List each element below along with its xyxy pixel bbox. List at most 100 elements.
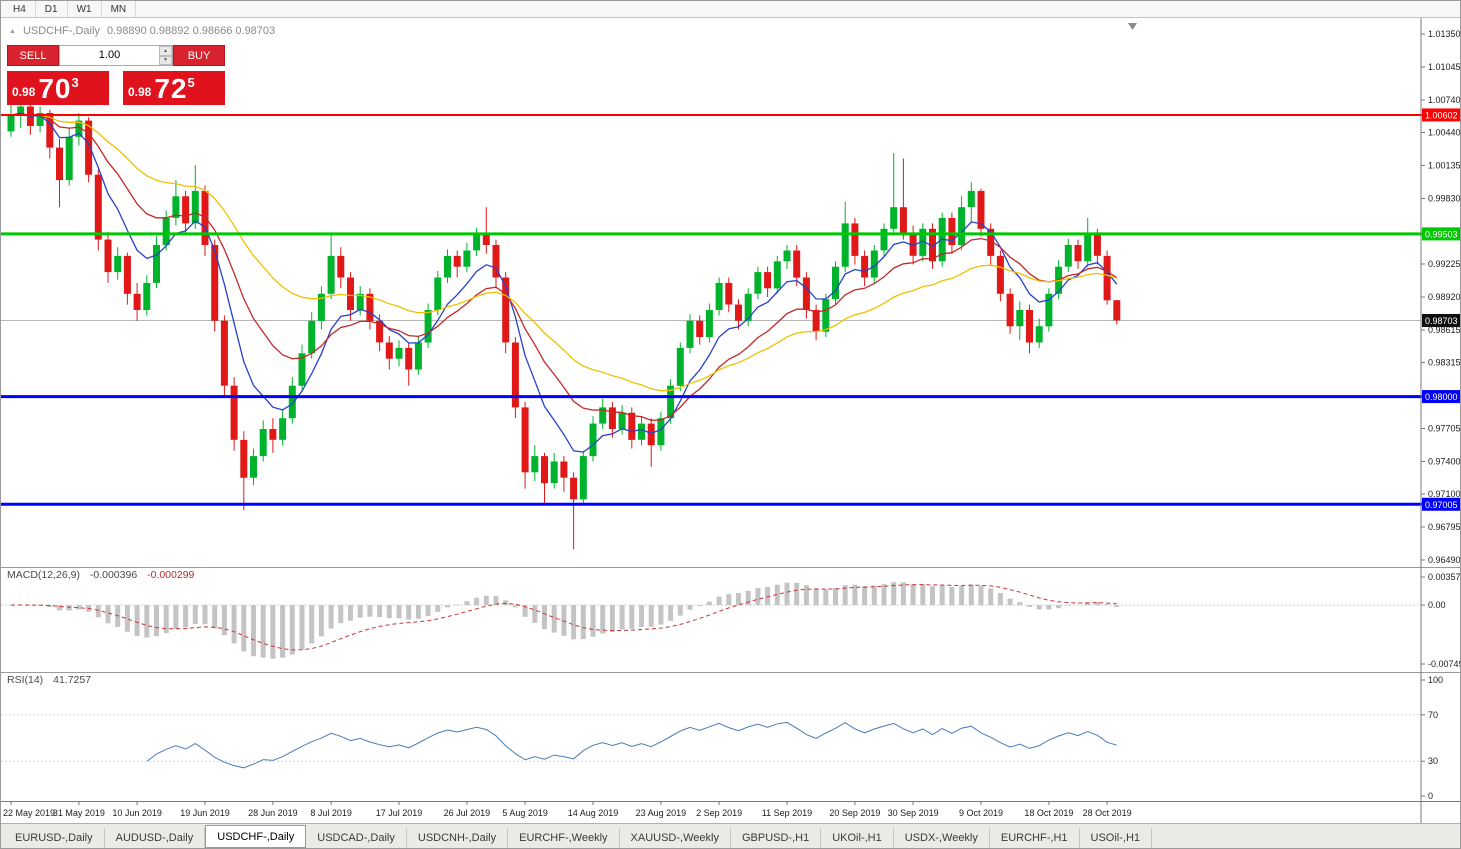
sell-price-pip: 3 [71,75,79,90]
price-axis-labels[interactable]: 1.01350 1.01045 1.00740 1.00440 1.00135 0.998… [1421,29,1461,565]
date-label: 26 Jul 2019 [444,808,491,818]
tab-usdcnh-daily[interactable]: USDCNH-,Daily [407,828,509,848]
date-label: 28 Jun 2019 [248,808,298,818]
macd-main-value: -0.000396 [89,569,138,581]
date-label: 30 Sep 2019 [888,808,939,818]
sell-button[interactable]: SELL [7,45,59,66]
rsi-indicator-pane[interactable]: 100 70 30 0 [1,672,1461,801]
price-badge: 1.00602 [1422,108,1460,122]
macd-indicator-pane[interactable]: 0.003574 0.00 -0.00749 [1,567,1461,672]
chart-shift-marker-icon[interactable] [1128,23,1137,30]
volume-down-button[interactable]: ▼ [159,55,172,65]
rsi-label: RSI(14) 41.7257 [7,674,91,686]
ma-line-slow [10,113,1117,392]
volume-stepper: ▲ ▼ [159,46,172,65]
price-badge: 0.99503 [1422,227,1460,241]
svg-text:0: 0 [1428,791,1433,801]
tab-xauusd-weekly[interactable]: XAUUSD-,Weekly [620,828,731,848]
chart-symbol-label: USDCHF-,Daily [22,25,100,37]
svg-text:0.98615: 0.98615 [1428,325,1461,335]
svg-text:1.00135: 1.00135 [1428,161,1461,171]
volume-up-button[interactable]: ▲ [159,46,172,56]
date-label: 20 Sep 2019 [829,808,880,818]
tab-eurusd-daily[interactable]: EURUSD-,Daily [4,828,105,848]
tab-ukoil-h1[interactable]: UKOil-,H1 [821,828,894,848]
tab-usdx-weekly[interactable]: USDX-,Weekly [894,828,990,848]
price-badge: 0.97005 [1422,497,1460,511]
chart-title: ▲ USDCHF-,Daily 0.98890 0.98892 0.98666 … [9,25,275,37]
date-label: 19 Jun 2019 [180,808,230,818]
buy-price-prefix: 0.98 [128,85,152,99]
one-click-trading-widget: SELL 1.00 ▲ ▼ BUY 0.98 70 3 0.98 72 5 [7,45,225,105]
svg-text:0.98703: 0.98703 [1425,316,1458,326]
tab-gbpusd-h1[interactable]: GBPUSD-,H1 [731,828,822,848]
main-chart-pane[interactable]: 1.01350 1.01045 1.00740 1.00440 1.00135 0.998… [1,18,1461,567]
ma-line-medium [10,113,1118,421]
sell-price-display[interactable]: 0.98 70 3 [7,71,109,105]
svg-text:1.01350: 1.01350 [1428,29,1461,39]
svg-text:0.98000: 0.98000 [1425,392,1458,402]
date-label: 17 Jul 2019 [376,808,423,818]
date-label: 28 Oct 2019 [1083,808,1132,818]
volume-value[interactable]: 1.00 [98,49,121,61]
rsi-name: RSI(14) [7,674,44,686]
tab-audusd-daily[interactable]: AUDUSD-,Daily [105,828,206,848]
date-label: 31 May 2019 [53,808,105,818]
timeframe-w1-button[interactable]: W1 [68,1,102,17]
svg-text:70: 70 [1428,710,1438,720]
macd-signal-value: -0.000299 [147,569,195,581]
candles [7,100,1121,550]
svg-text:0.99830: 0.99830 [1428,194,1461,204]
date-label: 22 May 2019 [3,808,55,818]
buy-price-big: 72 [154,73,188,104]
svg-text:30: 30 [1428,756,1438,766]
buy-button[interactable]: BUY [173,45,225,66]
buy-price-pip: 5 [187,75,195,90]
tab-usoil-h1[interactable]: USOil-,H1 [1080,828,1153,848]
symbol-triangle-icon: ▲ [9,27,16,35]
svg-text:0.96795: 0.96795 [1428,522,1461,532]
chart-tab-bar: EURUSD-,Daily AUDUSD-,Daily USDCHF-,Daily U… [4,825,1153,848]
buy-price-display[interactable]: 0.98 72 5 [123,71,225,105]
svg-text:0.98920: 0.98920 [1428,292,1461,302]
date-label: 11 Sep 2019 [762,808,812,818]
svg-text:0.00: 0.00 [1428,600,1446,610]
tab-eurchf-weekly[interactable]: EURCHF-,Weekly [508,828,620,848]
svg-text:0.96490: 0.96490 [1428,555,1461,565]
tab-usdchf-daily[interactable]: USDCHF-,Daily [205,825,307,848]
sell-price-big: 70 [38,73,72,104]
svg-text:100: 100 [1428,675,1443,685]
price-badge: 0.98000 [1422,390,1460,404]
tab-eurchf-h1[interactable]: EURCHF-,H1 [990,828,1080,848]
svg-text:1.00740: 1.00740 [1428,95,1461,105]
macd-name: MACD(12,26,9) [7,569,80,581]
ma-line-fast [10,112,1118,453]
svg-text:0.97005: 0.97005 [1425,500,1458,510]
svg-text:0.98315: 0.98315 [1428,357,1461,367]
svg-text:0.97400: 0.97400 [1428,457,1461,467]
svg-text:0.97705: 0.97705 [1428,424,1461,434]
price-badge: 0.98703 [1422,313,1460,327]
timeframe-h4-button[interactable]: H4 [4,1,36,17]
date-label: 8 Jul 2019 [310,808,352,818]
timeframe-mn-button[interactable]: MN [102,1,137,17]
date-label: 10 Jun 2019 [112,808,162,818]
svg-text:-0.00749: -0.00749 [1428,659,1461,669]
tab-usdcad-daily[interactable]: USDCAD-,Daily [306,828,407,848]
date-label: 9 Oct 2019 [959,808,1003,818]
macd-label: MACD(12,26,9) -0.000396 -0.000299 [7,569,194,581]
timeframe-d1-button[interactable]: D1 [36,1,68,17]
volume-input[interactable]: 1.00 ▲ ▼ [59,45,173,66]
chart-ohlc-values: 0.98890 0.98892 0.98666 0.98703 [106,25,276,37]
svg-text:0.003574: 0.003574 [1428,572,1461,582]
rsi-line [146,721,1117,769]
svg-text:1.01045: 1.01045 [1428,62,1461,72]
macd-histogram [18,582,1120,659]
date-label: 23 Aug 2019 [636,808,687,818]
rsi-value: 41.7257 [53,674,92,686]
timeframe-toolbar: H4 D1 W1 MN [1,1,1460,18]
chart-tab-strip: EURUSD-,Daily AUDUSD-,Daily USDCHF-,Daily U… [1,823,1460,848]
svg-text:0.99503: 0.99503 [1425,229,1458,239]
